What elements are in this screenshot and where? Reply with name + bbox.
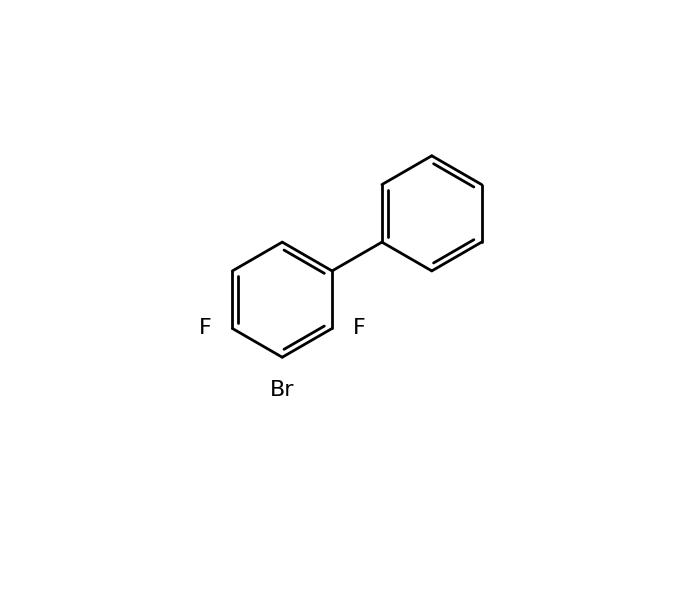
Text: F: F: [199, 319, 212, 338]
Text: Br: Br: [270, 380, 294, 400]
Text: F: F: [353, 319, 366, 338]
